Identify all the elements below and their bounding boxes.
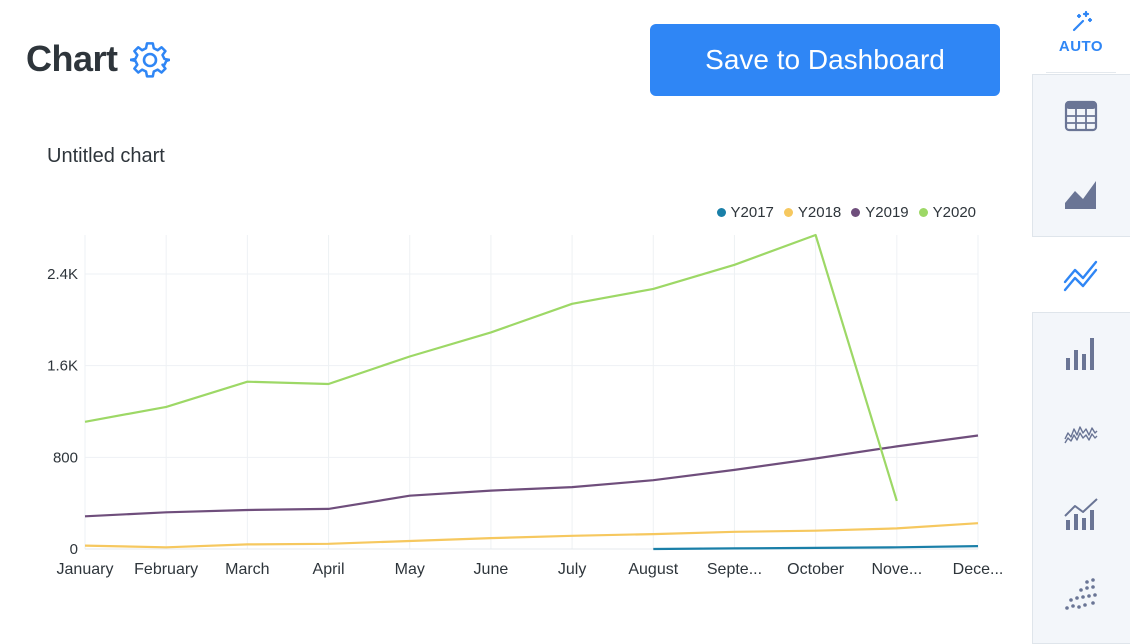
legend-dot bbox=[851, 208, 861, 217]
auto-label: AUTO bbox=[1058, 38, 1104, 55]
series-line-y2019 bbox=[84, 434, 979, 518]
sidebar-item-table[interactable] bbox=[1046, 78, 1116, 154]
magic-wand-icon bbox=[1072, 10, 1093, 32]
y-tick-label: 800 bbox=[53, 449, 78, 466]
x-tick-label: Dece... bbox=[953, 561, 1004, 578]
legend-item-y2019[interactable]: Y2019 bbox=[851, 204, 909, 221]
series-line-y2020 bbox=[84, 233, 898, 502]
sidebar-item-combo[interactable] bbox=[1046, 476, 1116, 552]
x-tick-label: August bbox=[628, 561, 678, 578]
legend-dot bbox=[783, 208, 793, 217]
table-icon bbox=[1064, 100, 1098, 132]
legend-dot bbox=[716, 208, 726, 217]
legend-label: Y2019 bbox=[865, 204, 909, 221]
sidebar-item-scatter[interactable] bbox=[1046, 556, 1116, 632]
x-tick-label: January bbox=[57, 561, 114, 578]
page-title: Chart bbox=[26, 38, 118, 79]
legend-label: Y2017 bbox=[730, 204, 774, 221]
y-tick-label: 1.6K bbox=[47, 358, 78, 375]
area-chart-icon bbox=[1065, 181, 1096, 209]
legend-label: Y2018 bbox=[797, 204, 842, 221]
save-to-dashboard-button[interactable]: Save to Dashboard bbox=[650, 24, 1000, 96]
sidebar-item-sparkline[interactable] bbox=[1046, 396, 1116, 472]
sidebar-item-line[interactable] bbox=[1046, 237, 1116, 313]
legend-item-y2018[interactable]: Y2018 bbox=[783, 204, 842, 221]
sparkline-icon bbox=[1064, 426, 1098, 444]
x-tick-label: Nove... bbox=[871, 561, 922, 578]
line-chart-icon bbox=[1063, 260, 1098, 292]
x-tick-label: October bbox=[787, 561, 845, 578]
x-tick-label: May bbox=[395, 561, 425, 578]
scatter-chart-icon bbox=[1065, 578, 1097, 610]
x-tick-label: July bbox=[558, 561, 586, 578]
line-chart: 0 800 1.6K 2.4K January February March April May… bbox=[47, 233, 1004, 578]
y-tick-label: 2.4K bbox=[47, 266, 78, 283]
sidebar-item-area[interactable] bbox=[1046, 156, 1116, 232]
x-tick-label: March bbox=[225, 561, 269, 578]
auto-chart-button[interactable]: AUTO bbox=[1046, 0, 1116, 73]
legend-item-y2020[interactable]: Y2020 bbox=[918, 204, 976, 221]
gear-icon[interactable] bbox=[130, 40, 170, 80]
x-tick-label: April bbox=[313, 561, 345, 578]
legend-item-y2017[interactable]: Y2017 bbox=[716, 204, 774, 221]
x-tick-label: June bbox=[474, 561, 509, 578]
x-tick-label: Septe... bbox=[707, 561, 762, 578]
combo-chart-icon bbox=[1064, 498, 1098, 530]
legend-dot bbox=[918, 208, 928, 217]
legend-label: Y2020 bbox=[932, 204, 976, 221]
chart-title: Untitled chart bbox=[47, 145, 165, 167]
bar-chart-icon bbox=[1066, 338, 1094, 370]
series-line-y2018 bbox=[84, 522, 979, 549]
x-tick-label: February bbox=[134, 561, 198, 578]
y-tick-label: 0 bbox=[70, 541, 78, 558]
series-line-y2017 bbox=[653, 545, 979, 551]
chart-legend: Y2017 Y2018 Y2019 Y2020 bbox=[716, 204, 976, 221]
sidebar-item-bar[interactable] bbox=[1046, 316, 1116, 392]
